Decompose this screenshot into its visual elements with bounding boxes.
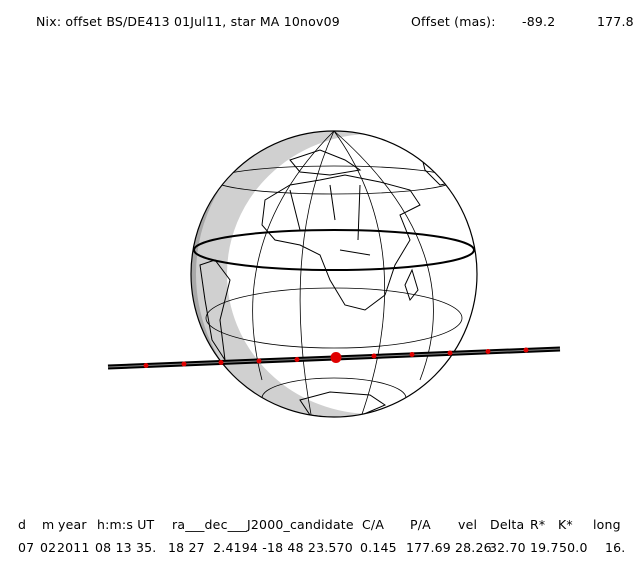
- column-header: d: [18, 517, 27, 532]
- column-header: C/A: [362, 517, 385, 532]
- column-header: vel: [458, 517, 478, 532]
- table-cell: 19.7: [530, 540, 559, 555]
- table-cell: 2011: [57, 540, 90, 555]
- offset-x: -89.2: [522, 14, 556, 29]
- column-header: long: [593, 517, 621, 532]
- globe: [191, 131, 477, 417]
- column-header: year: [58, 517, 87, 532]
- title: Nix: offset BS/DE413 01Jul11, star MA 10…: [36, 14, 340, 29]
- offset-label: Offset (mas):: [411, 14, 496, 29]
- column-header: m: [42, 517, 55, 532]
- globe-outline: [190, 130, 478, 418]
- table-cell: 07: [18, 540, 35, 555]
- table-cell: 0.145: [360, 540, 397, 555]
- table-cell: 16.: [605, 540, 626, 555]
- table-cell: 177.69: [406, 540, 451, 555]
- column-header: h:m:s UT: [97, 517, 155, 532]
- table-cell: 32.70: [489, 540, 526, 555]
- table-cell: 28.26: [455, 540, 492, 555]
- offset-y: 177.8: [597, 14, 634, 29]
- column-header: ra___dec___J2000_candidate: [172, 517, 354, 532]
- column-header: Delta: [490, 517, 525, 532]
- table-cell: 18 27 2.4194 -18 48 23.570: [168, 540, 353, 555]
- table-cell: 50.0: [559, 540, 588, 555]
- coastlines: [199, 149, 466, 417]
- shadow-path: [107, 346, 561, 370]
- table-cell: 02: [40, 540, 57, 555]
- column-header: R*: [530, 517, 546, 532]
- night-shading: [191, 131, 477, 417]
- table-cell: 08 13 35.: [95, 540, 157, 555]
- column-header: K*: [558, 517, 573, 532]
- column-header: P/A: [410, 517, 431, 532]
